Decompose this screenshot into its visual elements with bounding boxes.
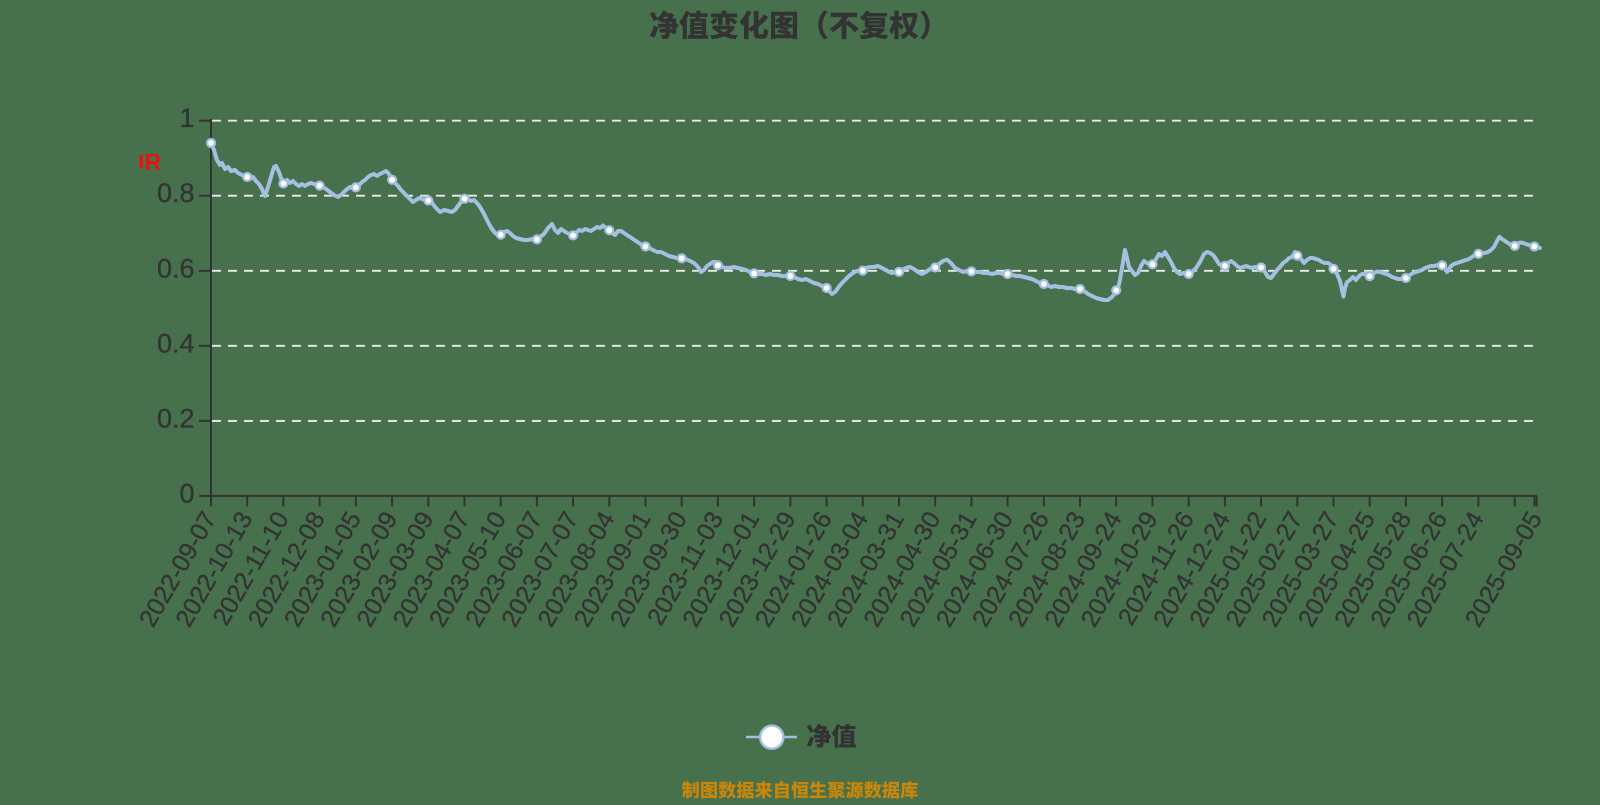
svg-text:0.4: 0.4 bbox=[157, 328, 195, 358]
svg-text:0.6: 0.6 bbox=[157, 253, 195, 283]
svg-text:R: R bbox=[145, 149, 162, 175]
svg-text:0.8: 0.8 bbox=[157, 178, 195, 208]
svg-text:0.2: 0.2 bbox=[157, 403, 195, 433]
svg-text:1: 1 bbox=[179, 103, 194, 133]
svg-text:0: 0 bbox=[179, 478, 194, 508]
